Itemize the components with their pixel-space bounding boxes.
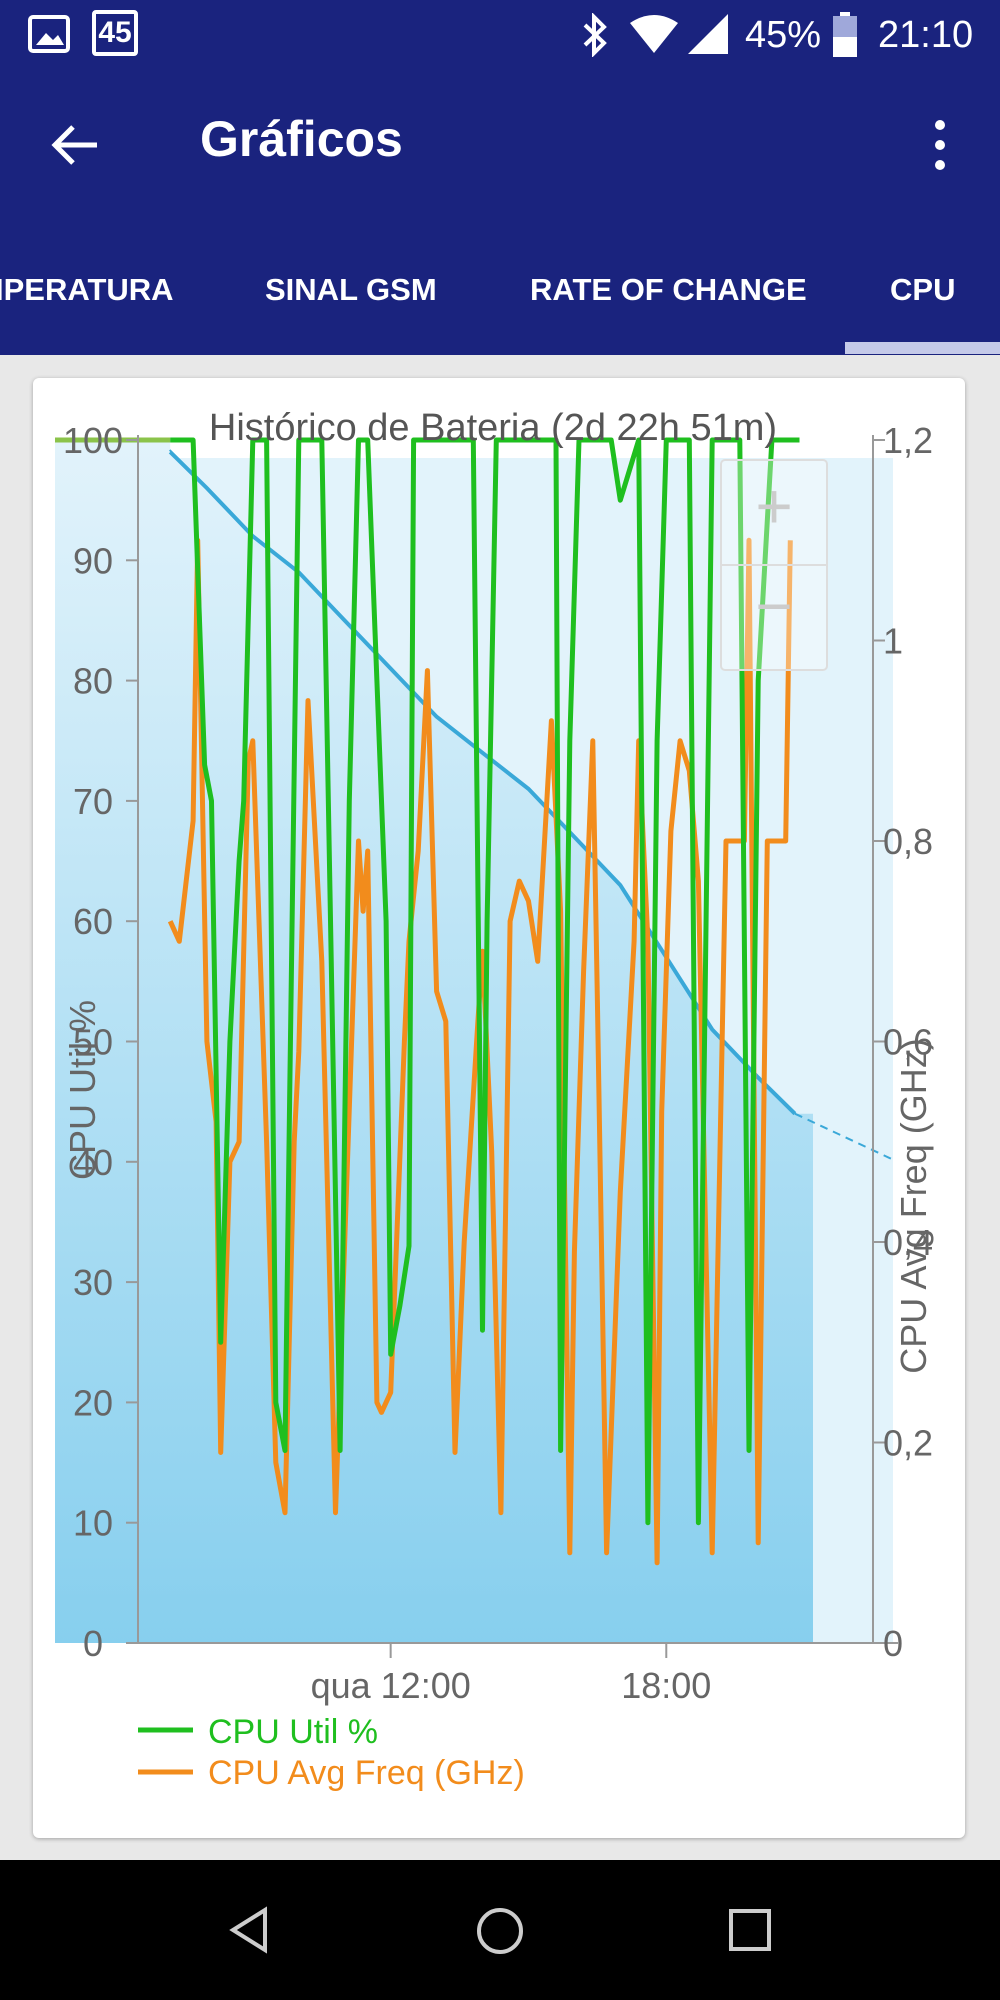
wifi-icon xyxy=(630,15,678,53)
y-axis-label: CPU Util % xyxy=(62,1000,103,1180)
y-tick-label: 20 xyxy=(73,1382,113,1423)
y-tick-label: 70 xyxy=(73,781,113,822)
status-bar: 45 45% 21:10 xyxy=(0,0,1000,70)
y2-tick-label: 1 xyxy=(883,621,903,662)
navigation-bar xyxy=(0,1860,1000,2000)
battery-percent: 45% xyxy=(745,13,822,56)
y2-tick-label: 1,2 xyxy=(883,420,933,461)
more-vert-icon[interactable] xyxy=(910,115,970,175)
y2-tick-label: 0 xyxy=(883,1623,903,1664)
y-tick-label: 80 xyxy=(73,661,113,702)
x-tick-label: qua 12:00 xyxy=(311,1665,471,1706)
x-tick-label: 18:00 xyxy=(621,1665,711,1706)
page-title: Gráficos xyxy=(200,111,403,167)
battery-line xyxy=(168,449,797,1116)
battery-projection-line xyxy=(794,1112,892,1160)
app-bar: Gráficos xyxy=(0,70,1000,215)
tab-cpu[interactable]: CPU xyxy=(890,272,956,307)
arrow-back-icon[interactable] xyxy=(45,115,105,175)
battery-icon xyxy=(833,12,857,57)
y2-tick-label: 0,6 xyxy=(883,1022,933,1063)
y-tick-label: 30 xyxy=(73,1262,113,1303)
tab-selected-indicator xyxy=(845,342,1000,354)
y-tick-label: 90 xyxy=(73,540,113,581)
y-tick-label: 10 xyxy=(73,1503,113,1544)
y2-axis-label: CPU Avg Freq (GHz) xyxy=(893,1038,934,1373)
nav-back-icon[interactable] xyxy=(225,1905,275,1955)
cpu-util-line xyxy=(170,437,800,1526)
y-tick-label: 50 xyxy=(73,1022,113,1063)
zoom-in-button[interactable]: + xyxy=(755,470,792,542)
bluetooth-icon xyxy=(583,13,607,57)
y2-tick-label: 0,4 xyxy=(883,1222,933,1263)
notification-badge: 45 xyxy=(98,16,132,49)
tab-temperatura[interactable]: IPERATURA xyxy=(0,272,174,307)
cpu-chart[interactable]: 0 10 20 30 40 50 60 70 80 90 100 0 0,2 0,4 0,6 0,8 1 1,2 q… xyxy=(33,378,965,1838)
y2-tick-label: 0,2 xyxy=(883,1423,933,1464)
legend: CPU Util % CPU Avg Freq (GHz) xyxy=(138,1713,525,1792)
y2-tick-label: 0,8 xyxy=(883,821,933,862)
tab-bar: IPERATURA SINAL GSM RATE OF CHANGE CPU xyxy=(0,215,1000,355)
clock: 21:10 xyxy=(878,13,974,56)
legend-label-cpu-util: CPU Util % xyxy=(208,1713,378,1751)
tab-sinal-gsm[interactable]: SINAL GSM xyxy=(265,272,437,307)
calendar-icon: 45 xyxy=(92,10,138,56)
y-tick-label: 100 xyxy=(63,420,123,461)
nav-home-icon[interactable] xyxy=(474,1905,526,1957)
y-tick-label: 40 xyxy=(73,1142,113,1183)
signal-icon xyxy=(688,14,728,54)
y-tick-label: 60 xyxy=(73,901,113,942)
legend-label-cpu-freq: CPU Avg Freq (GHz) xyxy=(208,1754,525,1792)
zoom-control: + − xyxy=(720,459,828,671)
nav-recents-icon[interactable] xyxy=(726,1906,774,1954)
y-tick-label: 0 xyxy=(83,1623,103,1664)
zoom-out-button[interactable]: − xyxy=(755,570,792,642)
tab-rate-of-change[interactable]: RATE OF CHANGE xyxy=(530,272,807,307)
chart-card: 0 10 20 30 40 50 60 70 80 90 100 0 0,2 0,4 0,6 0,8 1 1,2 q… xyxy=(33,378,965,1838)
chart-title: Histórico de Bateria (2d 22h 51m) xyxy=(209,407,777,449)
image-icon xyxy=(28,15,70,53)
